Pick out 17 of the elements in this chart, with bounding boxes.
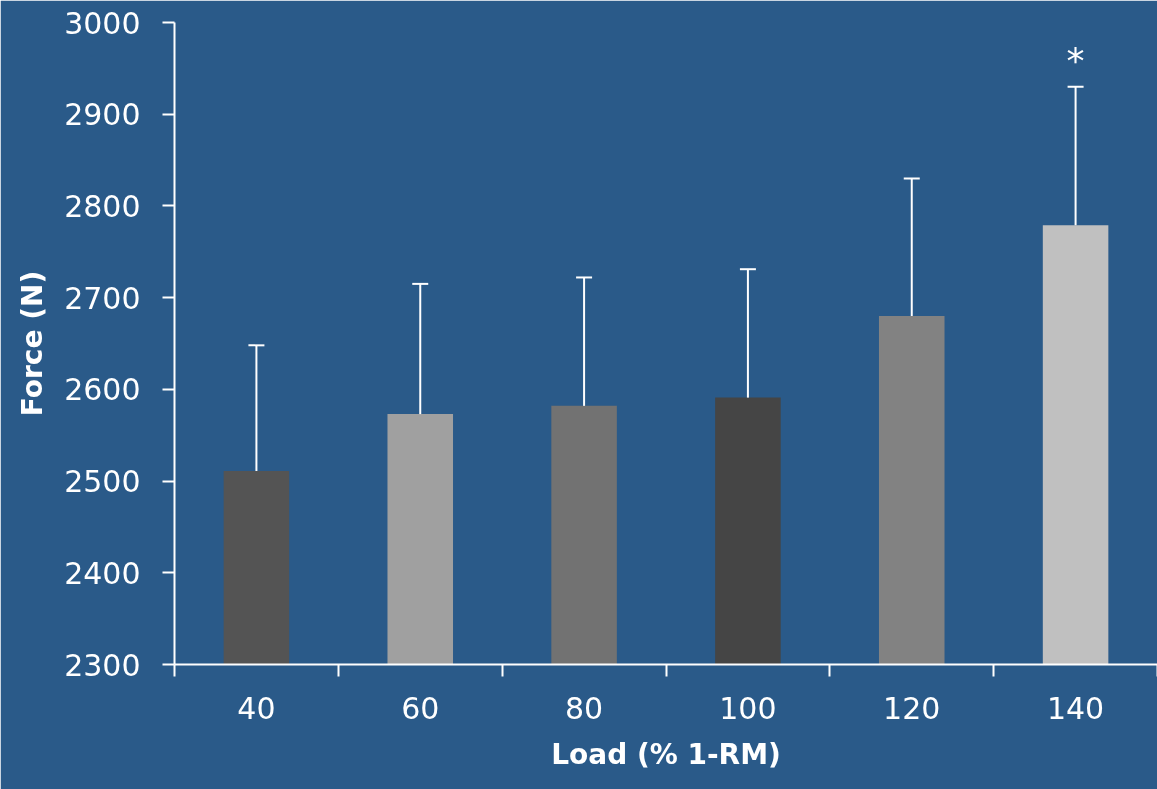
x-tick-label: 60 <box>401 690 440 726</box>
x-tick-label: 100 <box>719 690 777 726</box>
x-axis-title: Load (% 1-RM) <box>551 737 781 771</box>
x-tick-label: 120 <box>883 690 941 726</box>
y-tick-label: 2500 <box>64 464 141 500</box>
x-tick-label: 140 <box>1046 690 1105 726</box>
y-tick-label: 3000 <box>64 5 141 41</box>
y-tick-label: 2700 <box>64 280 141 316</box>
y-tick-label: 2300 <box>64 647 141 683</box>
x-tick-label: 40 <box>237 690 276 726</box>
y-axis-title: Force (N) <box>16 270 50 417</box>
annotation: * <box>1066 40 1085 82</box>
y-tick-label: 2900 <box>64 97 141 133</box>
y-tick-label: 2400 <box>64 555 141 591</box>
y-tick-label: 2800 <box>64 188 141 224</box>
x-tick-label: 80 <box>565 690 604 726</box>
y-tick-label: 2600 <box>64 372 141 408</box>
